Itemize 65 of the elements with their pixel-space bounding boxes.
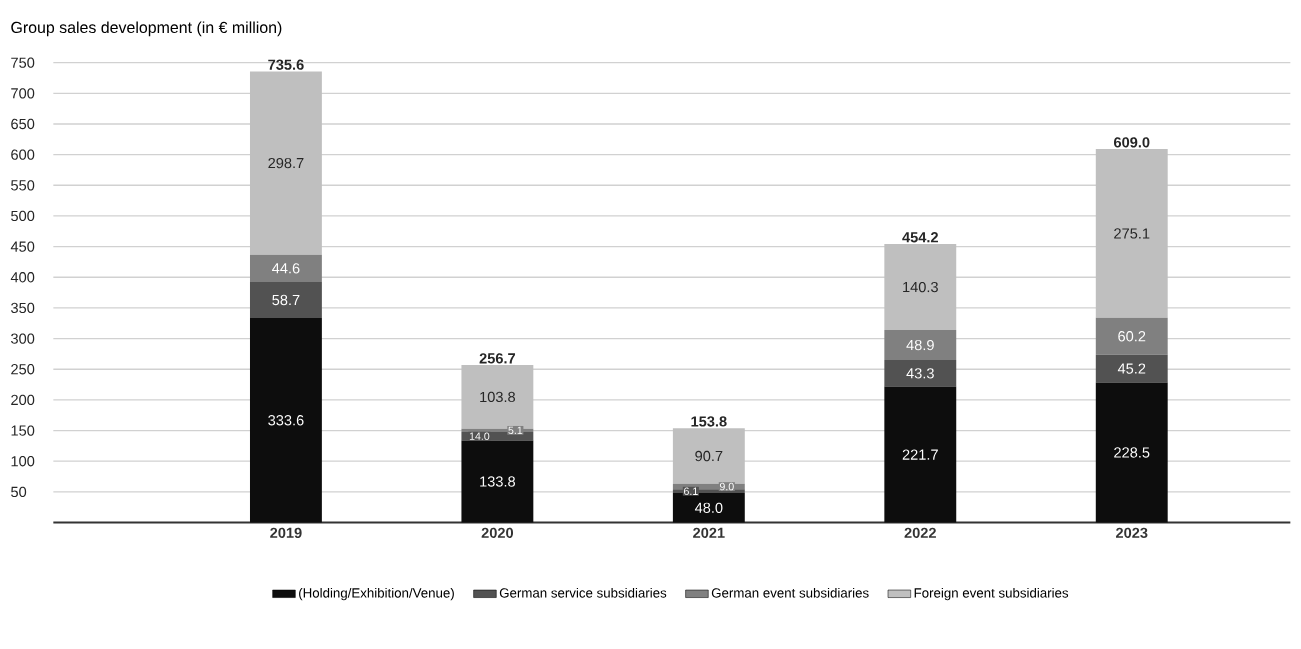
data-label: 48.9 — [906, 339, 934, 351]
x-tick-label: 2022 — [904, 527, 936, 538]
x-tick-label: 2023 — [1116, 527, 1148, 538]
total-label: 609.0 — [1114, 137, 1150, 148]
bar — [1095, 382, 1168, 523]
data-label: 60.2 — [1118, 331, 1146, 342]
legend-label: German event subsidiaries — [711, 587, 869, 598]
y-tick-label: 350 — [11, 302, 35, 314]
bar — [884, 359, 957, 387]
total-label: 153.8 — [691, 416, 727, 427]
legend-label: Foreign event subsidiaries — [914, 587, 1069, 601]
data-label: 48.0 — [694, 502, 723, 513]
bar — [672, 493, 745, 523]
bar — [884, 329, 957, 360]
data-label: 298.7 — [268, 157, 304, 169]
y-tick-label: 750 — [11, 57, 35, 68]
y-tick-label: 400 — [10, 272, 35, 283]
y-tick-label: 550 — [11, 180, 35, 191]
total-label: 256.7 — [479, 353, 516, 364]
bar — [461, 440, 534, 523]
bar — [249, 281, 322, 318]
y-tick-label: 250 — [11, 364, 35, 375]
bar — [884, 243, 957, 330]
y-tick-label: 150 — [11, 425, 35, 436]
y-tick-label: 700 — [11, 88, 35, 99]
data-label: 133.8 — [480, 476, 516, 487]
chart-title: Group sales development (in € million) — [11, 21, 282, 37]
legend-label: German service subsidiaries — [499, 587, 667, 598]
data-label: 58.7 — [272, 294, 300, 306]
y-tick-label: 650 — [11, 118, 35, 130]
y-tick-label: 600 — [11, 149, 35, 160]
y-tick-label: 50 — [11, 486, 27, 497]
data-label: 103.8 — [480, 391, 516, 403]
bar — [884, 386, 957, 523]
total-label: 454.2 — [902, 232, 938, 243]
data-label: 275.1 — [1114, 228, 1150, 239]
total-label: 735.6 — [268, 59, 304, 70]
y-tick-label: 100 — [11, 455, 35, 467]
data-label: 44.6 — [272, 263, 300, 274]
bar — [672, 428, 745, 484]
data-label: 140.3 — [903, 281, 938, 293]
bar — [1095, 354, 1168, 383]
y-tick-label: 200 — [11, 394, 35, 405]
x-tick-label: 2019 — [270, 527, 302, 538]
x-tick-label: 2021 — [693, 527, 725, 538]
bar — [249, 317, 322, 523]
data-label: 5.1 — [508, 426, 523, 434]
y-tick-label: 450 — [10, 241, 35, 252]
data-label: 45.2 — [1117, 363, 1146, 374]
data-label: 228.5 — [1114, 447, 1150, 458]
bar — [249, 254, 322, 282]
y-tick-label: 500 — [11, 210, 35, 222]
data-label: 14.0 — [469, 432, 490, 440]
x-tick-label: 2020 — [481, 527, 514, 538]
bar — [1095, 317, 1168, 355]
bar — [249, 71, 322, 255]
bar — [1095, 149, 1168, 318]
data-label: 9.0 — [719, 482, 734, 491]
legend-label: (Holding/Exhibition/Venue) — [299, 587, 454, 601]
data-label: 43.3 — [906, 368, 934, 379]
data-label: 333.6 — [268, 415, 304, 426]
data-label: 221.7 — [902, 449, 938, 460]
data-label: 90.7 — [695, 450, 723, 462]
data-label: 6.1 — [684, 487, 698, 495]
y-tick-label: 300 — [11, 333, 35, 344]
